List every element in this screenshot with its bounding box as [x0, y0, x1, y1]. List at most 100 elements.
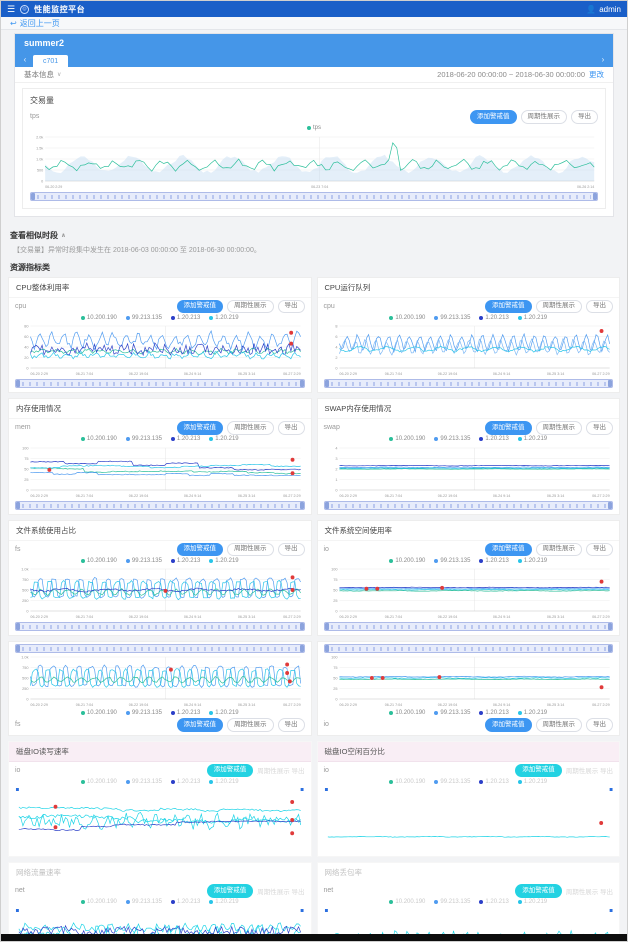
datazoom-slider[interactable] [323, 644, 613, 653]
legend-item[interactable]: 1.20.219 [209, 436, 239, 443]
datazoom-slider[interactable] [30, 191, 598, 201]
legend-item[interactable]: 10.200.190 [389, 314, 425, 321]
legend-item[interactable]: 1.20.219 [209, 778, 239, 785]
datazoom-slider[interactable] [323, 379, 613, 388]
legend-item[interactable]: 1.20.219 [517, 709, 547, 716]
legend-item[interactable]: 1.20.213 [479, 778, 509, 785]
legend-item[interactable]: 1.20.213 [479, 314, 509, 321]
export-button[interactable]: 导出 [586, 299, 613, 313]
legend-item[interactable]: 10.200.190 [80, 436, 117, 443]
legend-item[interactable]: 99.213.135 [125, 436, 162, 443]
slider-handle-left[interactable] [31, 192, 35, 200]
basic-info-label[interactable]: 基本信息 [24, 70, 54, 79]
periodic-button[interactable]: 周期性展示 [535, 542, 582, 556]
chevron-left-icon[interactable]: ‹ [23, 55, 27, 64]
legend-item[interactable]: 1.20.219 [209, 314, 239, 321]
metric-chart[interactable]: 4 3 2 1 006-20 2:29 06-21 7:04 06-22 19:04 06-2… [324, 445, 614, 499]
legend-item[interactable]: 1.20.219 [209, 709, 239, 716]
legend-item[interactable]: 99.213.135 [434, 709, 470, 716]
metric-chart[interactable]: 100 75 50 25 006-20 2:29 06-21 7:04 06-22 19:0… [324, 654, 614, 708]
metric-chart[interactable]: 1.0k 750 500 250 006-20 2:29 06-21 7:04 06-22 … [15, 566, 305, 620]
slider-handle-left[interactable] [16, 623, 20, 630]
legend-item[interactable]: 1.20.213 [170, 436, 200, 443]
periodic-button[interactable]: 周期性展示 [535, 421, 582, 435]
periodic-button[interactable]: 周期性展示 [535, 718, 582, 732]
add-alert-button[interactable]: 添加警戒值 [515, 763, 562, 777]
legend-item[interactable]: 10.200.190 [80, 778, 117, 785]
legend-item[interactable]: 99.213.135 [434, 436, 470, 443]
legend-item[interactable]: 10.200.190 [389, 899, 425, 906]
legend-item[interactable]: 99.213.135 [125, 557, 162, 564]
datazoom-slider[interactable] [15, 500, 305, 510]
add-alert-button[interactable]: 添加警戒值 [485, 542, 532, 556]
legend-item[interactable]: 1.20.213 [479, 557, 509, 564]
add-alert-button[interactable]: 添加警戒值 [206, 884, 254, 898]
change-date-link[interactable]: 更改 [589, 70, 604, 79]
datazoom-slider[interactable] [15, 379, 305, 388]
add-alert-button[interactable]: 添加警戒值 [176, 299, 223, 313]
add-alert-button[interactable]: 添加警戒值 [485, 718, 532, 732]
add-alert-button[interactable]: 添加警戒值 [470, 110, 517, 124]
periodic-button[interactable]: 周期性展示 [535, 299, 582, 313]
periodic-button[interactable]: 周期性展示 [227, 718, 274, 732]
slider-handle-right[interactable] [608, 380, 612, 387]
periodic-button[interactable]: 周期性展示 [520, 110, 567, 124]
legend-item[interactable]: 10.200.190 [80, 709, 117, 716]
legend-item[interactable]: 10.200.190 [80, 557, 117, 564]
slider-handle-right[interactable] [299, 501, 304, 509]
export-button[interactable]: 导出 [277, 299, 305, 313]
metric-chart[interactable]: 100 75 50 25 006-20 2:29 06-21 7:04 06-22 19:0… [15, 445, 305, 499]
legend-item[interactable]: 99.213.135 [125, 778, 162, 785]
metric-chart[interactable]: 80 60 40 20 006-20 2:29 06-21 7:04 06-22 19:04… [15, 323, 305, 377]
metric-chart[interactable]: 100 75 50 25 006-20 2:29 06-21 7:04 06-22 19:0… [324, 566, 614, 620]
loading-buttons[interactable]: 周期性展示 导出 [565, 888, 613, 896]
slider-handle-right[interactable] [608, 623, 612, 630]
datazoom-slider[interactable] [15, 622, 305, 631]
legend-item[interactable]: 1.20.219 [517, 557, 547, 564]
loading-buttons[interactable]: 周期性展示 导出 [565, 768, 613, 776]
legend-item[interactable]: 1.20.213 [479, 709, 509, 716]
add-alert-button[interactable]: 添加警戒值 [176, 421, 223, 435]
add-alert-button[interactable]: 添加警戒值 [176, 542, 223, 556]
periodic-button[interactable]: 周期性展示 [227, 542, 274, 556]
periodic-button[interactable]: 周期性展示 [227, 299, 274, 313]
chevron-right-icon[interactable]: › [601, 55, 605, 64]
legend-item[interactable]: 99.213.135 [125, 709, 162, 716]
legend-item[interactable]: 1.20.219 [517, 314, 547, 321]
slider-handle-left[interactable] [16, 380, 20, 387]
legend-item[interactable]: 10.200.190 [389, 778, 425, 785]
legend-item[interactable]: 99.213.135 [434, 778, 470, 785]
slider-handle-left[interactable] [16, 501, 20, 509]
slider-handle-right[interactable] [608, 645, 612, 652]
legend-item[interactable]: 10.200.190 [389, 709, 425, 716]
legend-item[interactable]: 1.20.219 [517, 899, 547, 906]
export-button[interactable]: 导出 [586, 421, 613, 435]
export-button[interactable]: 导出 [277, 718, 305, 732]
slider-handle-right[interactable] [593, 192, 597, 200]
loading-buttons[interactable]: 周期性展示 导出 [257, 888, 305, 896]
caret-up-icon[interactable]: ∧ [61, 232, 66, 239]
legend-item[interactable]: 99.213.135 [434, 557, 470, 564]
legend-item[interactable]: 10.200.190 [389, 436, 425, 443]
export-button[interactable]: 导出 [586, 718, 613, 732]
legend-item[interactable]: 1.20.213 [170, 899, 200, 906]
export-button[interactable]: 导出 [277, 542, 305, 556]
legend-item[interactable]: 1.20.219 [209, 899, 239, 906]
slider-handle-right[interactable] [299, 380, 304, 387]
legend-item[interactable]: 1.20.213 [479, 899, 509, 906]
slider-handle-right[interactable] [299, 645, 304, 652]
datazoom-slider[interactable] [15, 644, 305, 653]
legend-item[interactable]: 1.20.213 [170, 314, 200, 321]
export-button[interactable]: 导出 [277, 421, 305, 435]
legend-item[interactable]: 1.20.219 [209, 557, 239, 564]
legend-item[interactable]: 1.20.213 [170, 557, 200, 564]
tab-c701[interactable]: c701 [33, 55, 69, 67]
metric-chart[interactable] [324, 787, 614, 853]
menu-icon[interactable]: ☰ [7, 3, 16, 14]
datazoom-slider[interactable] [323, 500, 613, 510]
metric-chart[interactable] [15, 787, 305, 853]
add-alert-button[interactable]: 添加警戒值 [176, 718, 223, 732]
metric-chart[interactable]: 8 6 4 2 006-20 2:29 06-21 7:04 06-22 19:04 06-2… [324, 323, 614, 377]
legend-item[interactable]: 1.20.213 [479, 436, 509, 443]
loading-buttons[interactable]: 周期性展示 导出 [257, 768, 305, 776]
